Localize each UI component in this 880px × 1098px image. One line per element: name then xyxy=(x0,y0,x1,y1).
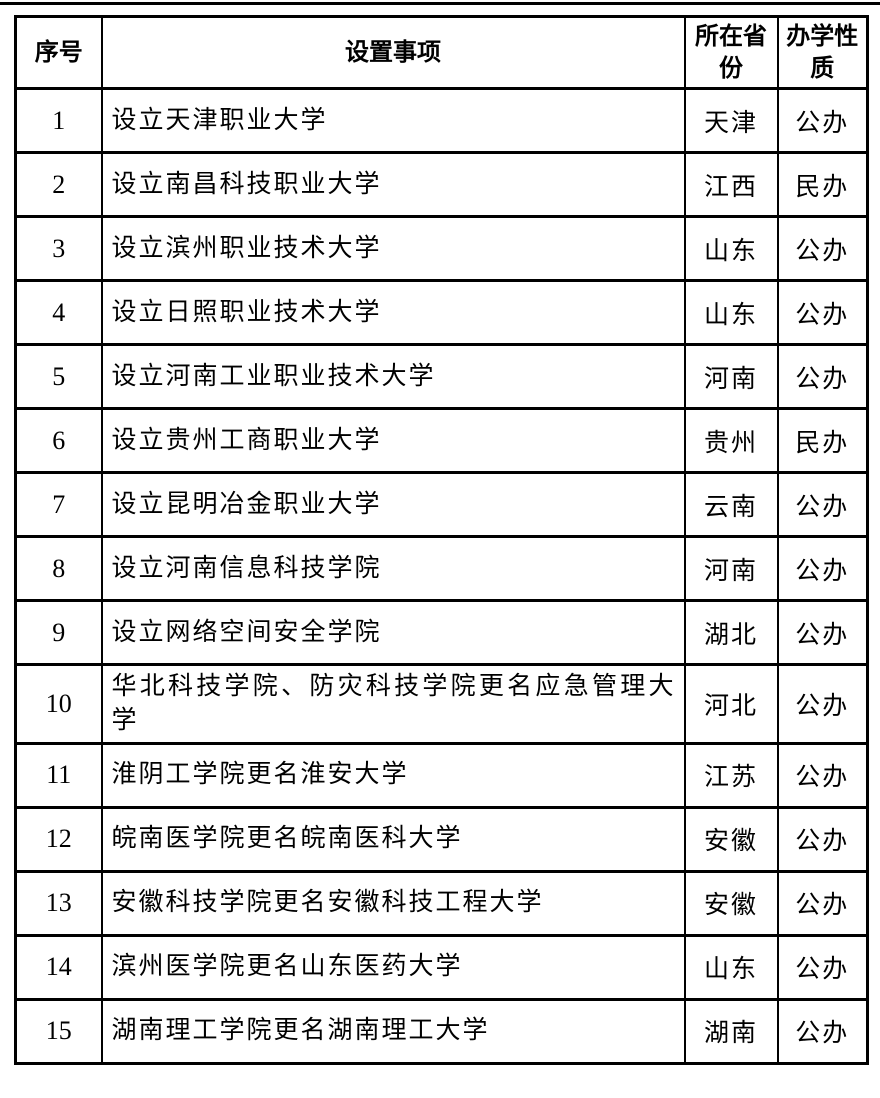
school-nature-cell: 公办 xyxy=(776,599,869,666)
serial-number-cell: 6 xyxy=(14,407,103,474)
serial-number-cell: 10 xyxy=(14,663,103,745)
setup-item-cell: 设立天津职业大学 xyxy=(100,87,686,154)
setup-item-cell: 设立日照职业技术大学 xyxy=(100,279,686,346)
header-setup-item: 设置事项 xyxy=(100,15,686,90)
table-header: 序号 设置事项 所在省份 办学性质 xyxy=(14,15,869,90)
serial-number-cell: 11 xyxy=(14,741,103,809)
table-row: 15 湖南理工学院更名湖南理工大学 湖南 公办 xyxy=(14,997,869,1065)
province-cell: 山东 xyxy=(683,933,779,1001)
setup-item-cell: 设立河南信息科技学院 xyxy=(100,535,686,602)
table-row: 3 设立滨州职业技术大学 山东 公办 xyxy=(14,215,869,282)
header-province: 所在省份 xyxy=(683,15,779,90)
school-nature-cell: 公办 xyxy=(776,471,869,538)
school-nature-cell: 公办 xyxy=(776,869,869,937)
province-cell: 安徽 xyxy=(683,805,779,873)
serial-number-cell: 2 xyxy=(14,151,103,218)
province-cell: 安徽 xyxy=(683,869,779,937)
school-nature-cell: 公办 xyxy=(776,343,869,410)
school-nature-cell: 公办 xyxy=(776,87,869,154)
province-cell: 湖南 xyxy=(683,997,779,1065)
setup-item-cell: 设立南昌科技职业大学 xyxy=(100,151,686,218)
province-cell: 贵州 xyxy=(683,407,779,474)
school-nature-cell: 民办 xyxy=(776,151,869,218)
setup-item-cell: 设立河南工业职业技术大学 xyxy=(100,343,686,410)
serial-number-cell: 9 xyxy=(14,599,103,666)
table-row: 14 滨州医学院更名山东医药大学 山东 公办 xyxy=(14,933,869,1001)
header-school-nature: 办学性质 xyxy=(776,15,869,90)
province-cell: 河南 xyxy=(683,535,779,602)
table-body: 1 设立天津职业大学 天津 公办 2 设立南昌科技职业大学 江西 民办 3 设立… xyxy=(14,87,869,1065)
table-row: 8 设立河南信息科技学院 河南 公办 xyxy=(14,535,869,602)
setup-item-cell: 华北科技学院、防灾科技学院更名应急管理大学 xyxy=(100,663,686,745)
table-row: 13 安徽科技学院更名安徽科技工程大学 安徽 公办 xyxy=(14,869,869,937)
table-row: 12 皖南医学院更名皖南医科大学 安徽 公办 xyxy=(14,805,869,873)
province-cell: 天津 xyxy=(683,87,779,154)
table-row: 4 设立日照职业技术大学 山东 公办 xyxy=(14,279,869,346)
serial-number-cell: 7 xyxy=(14,471,103,538)
setup-item-cell: 安徽科技学院更名安徽科技工程大学 xyxy=(100,869,686,937)
school-nature-cell: 公办 xyxy=(776,933,869,1001)
school-nature-cell: 公办 xyxy=(776,279,869,346)
serial-number-cell: 15 xyxy=(14,997,103,1065)
province-cell: 云南 xyxy=(683,471,779,538)
table-row: 6 设立贵州工商职业大学 贵州 民办 xyxy=(14,407,869,474)
table-row: 9 设立网络空间安全学院 湖北 公办 xyxy=(14,599,869,666)
serial-number-cell: 5 xyxy=(14,343,103,410)
table-row: 10 华北科技学院、防灾科技学院更名应急管理大学 河北 公办 xyxy=(14,663,869,745)
school-nature-cell: 公办 xyxy=(776,805,869,873)
province-cell: 山东 xyxy=(683,279,779,346)
province-cell: 河南 xyxy=(683,343,779,410)
setup-item-cell: 设立贵州工商职业大学 xyxy=(100,407,686,474)
province-cell: 河北 xyxy=(683,663,779,745)
setup-item-cell: 皖南医学院更名皖南医科大学 xyxy=(100,805,686,873)
page-top-rule xyxy=(0,2,880,5)
province-cell: 湖北 xyxy=(683,599,779,666)
serial-number-cell: 14 xyxy=(14,933,103,1001)
setup-item-cell: 滨州医学院更名山东医药大学 xyxy=(100,933,686,1001)
school-nature-cell: 公办 xyxy=(776,215,869,282)
province-cell: 江西 xyxy=(683,151,779,218)
serial-number-cell: 8 xyxy=(14,535,103,602)
header-serial-number: 序号 xyxy=(14,15,103,90)
table-row: 1 设立天津职业大学 天津 公办 xyxy=(14,87,869,154)
setup-item-cell: 设立滨州职业技术大学 xyxy=(100,215,686,282)
setup-item-cell: 淮阴工学院更名淮安大学 xyxy=(100,741,686,809)
province-cell: 江苏 xyxy=(683,741,779,809)
school-nature-cell: 公办 xyxy=(776,997,869,1065)
table-row: 11 淮阴工学院更名淮安大学 江苏 公办 xyxy=(14,741,869,809)
serial-number-cell: 13 xyxy=(14,869,103,937)
setup-item-cell: 设立网络空间安全学院 xyxy=(100,599,686,666)
table-row: 2 设立南昌科技职业大学 江西 民办 xyxy=(14,151,869,218)
serial-number-cell: 12 xyxy=(14,805,103,873)
serial-number-cell: 4 xyxy=(14,279,103,346)
school-nature-cell: 公办 xyxy=(776,741,869,809)
serial-number-cell: 3 xyxy=(14,215,103,282)
setup-item-cell: 设立昆明冶金职业大学 xyxy=(100,471,686,538)
school-nature-cell: 公办 xyxy=(776,535,869,602)
school-nature-cell: 公办 xyxy=(776,663,869,745)
setup-item-cell: 湖南理工学院更名湖南理工大学 xyxy=(100,997,686,1065)
table-row: 5 设立河南工业职业技术大学 河南 公办 xyxy=(14,343,869,410)
school-nature-cell: 民办 xyxy=(776,407,869,474)
university-setup-table: 序号 设置事项 所在省份 办学性质 1 设立天津职业大学 天津 公办 2 设立南… xyxy=(14,15,869,1065)
province-cell: 山东 xyxy=(683,215,779,282)
serial-number-cell: 1 xyxy=(14,87,103,154)
header-row: 序号 设置事项 所在省份 办学性质 xyxy=(14,15,869,90)
table-row: 7 设立昆明冶金职业大学 云南 公办 xyxy=(14,471,869,538)
